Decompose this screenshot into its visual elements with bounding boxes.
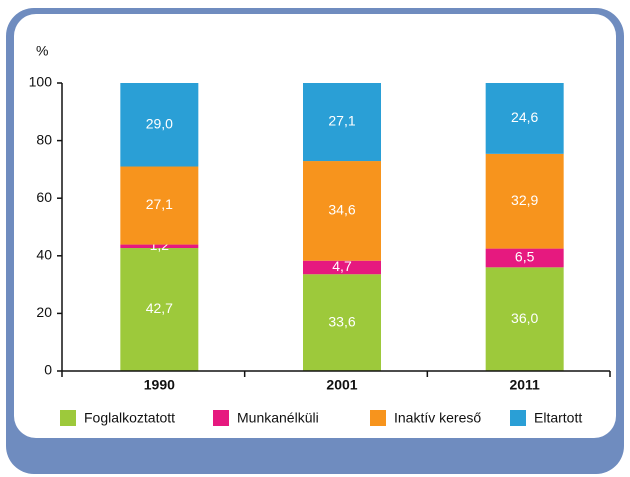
value-label: 27,1 xyxy=(146,196,173,212)
x-tick-label: 1990 xyxy=(144,377,175,393)
value-label: 34,6 xyxy=(328,202,355,218)
value-label: 4,7 xyxy=(332,258,352,274)
bar-segment xyxy=(485,153,564,249)
y-tick-label: 40 xyxy=(36,247,52,263)
legend-label: Inaktív kereső xyxy=(394,410,481,426)
legend-swatch xyxy=(60,410,76,426)
value-label: 33,6 xyxy=(328,313,355,329)
legend-label: Foglalkoztatott xyxy=(84,410,175,426)
bar-segment xyxy=(303,274,381,371)
value-label: 36,0 xyxy=(511,310,538,326)
y-tick-label: 100 xyxy=(29,74,53,90)
bar-segment xyxy=(303,260,381,275)
value-label: 6,5 xyxy=(515,249,535,265)
x-tick-label: 2011 xyxy=(509,377,540,393)
value-label: 29,0 xyxy=(146,115,173,131)
bar-segment xyxy=(120,83,199,167)
legend-swatch xyxy=(213,410,229,426)
y-axis-label: % xyxy=(36,43,48,59)
x-tick-label: 2001 xyxy=(326,377,357,393)
bar-segment xyxy=(120,248,199,371)
bar-segment xyxy=(485,267,564,371)
y-tick-label: 60 xyxy=(36,189,52,205)
bar-segment xyxy=(485,83,564,154)
legend-swatch xyxy=(510,410,526,426)
y-tick-label: 80 xyxy=(36,131,52,147)
bar-segment xyxy=(485,248,564,268)
bar-segment xyxy=(120,244,199,249)
legend-label: Eltartott xyxy=(534,410,582,426)
value-label: 32,9 xyxy=(511,192,538,208)
bar-segment xyxy=(303,83,381,162)
value-label: 24,6 xyxy=(511,109,538,125)
bar-segment xyxy=(303,161,381,261)
value-label: 27,1 xyxy=(328,113,355,129)
value-label: 42,7 xyxy=(146,300,173,316)
y-tick-label: 20 xyxy=(36,304,52,320)
bar-segment xyxy=(120,166,199,245)
y-tick-label: 0 xyxy=(44,362,52,378)
legend-label: Munkanélküli xyxy=(237,410,319,426)
legend-swatch xyxy=(370,410,386,426)
